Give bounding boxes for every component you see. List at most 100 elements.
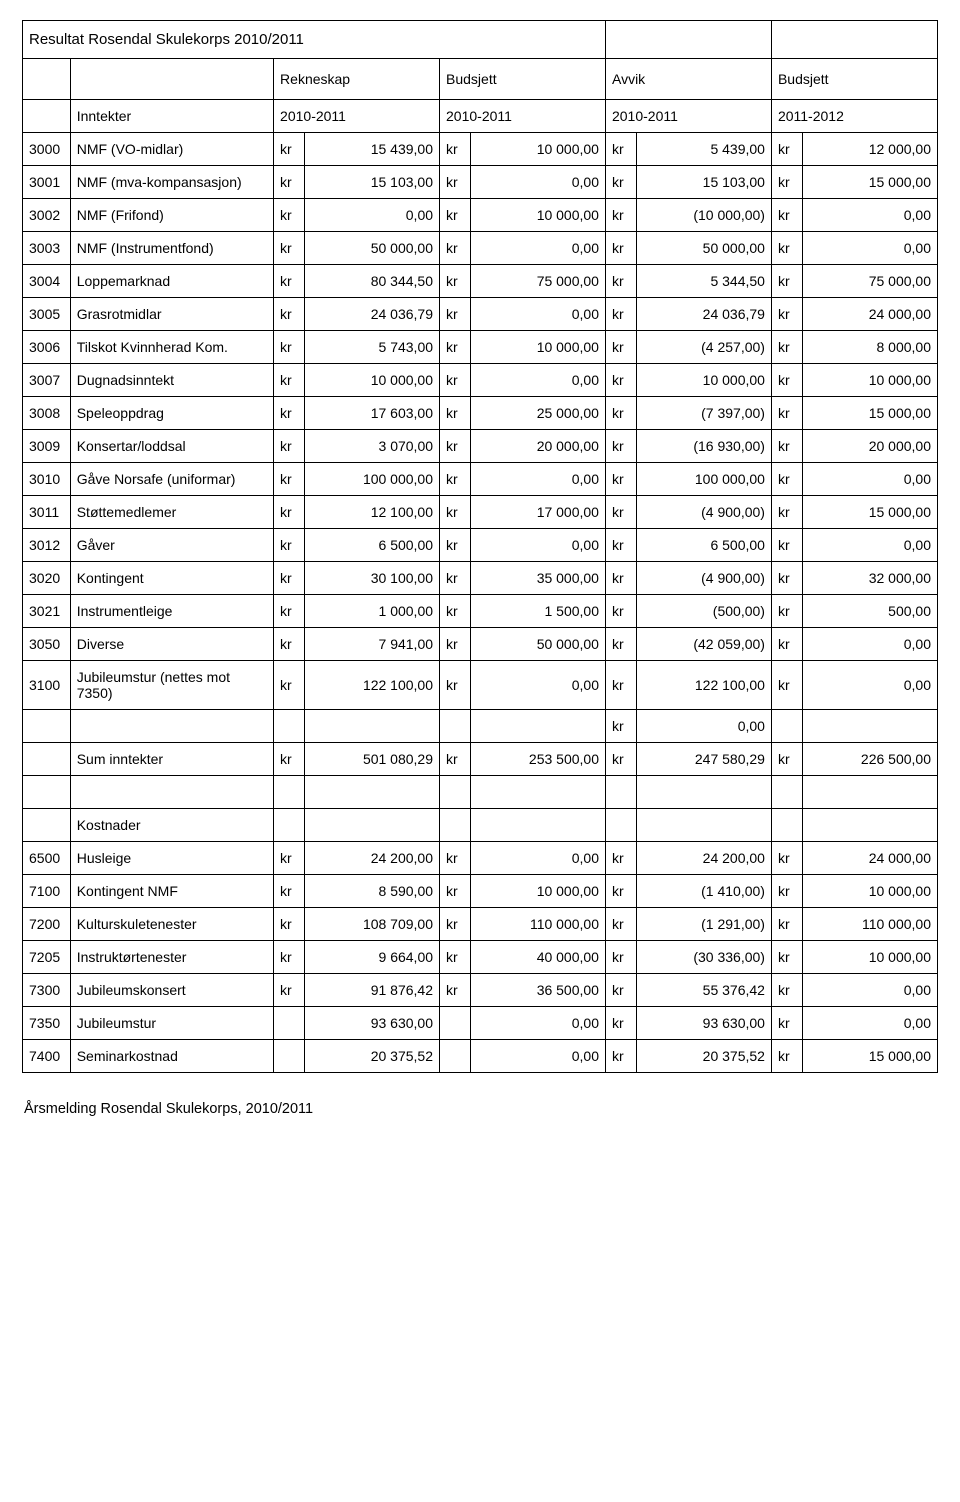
row-val: 0,00 (471, 364, 606, 397)
row-val: 20 000,00 (471, 430, 606, 463)
currency-label: kr (605, 430, 636, 463)
row-val: 0,00 (803, 1007, 938, 1040)
currency-label: kr (771, 265, 802, 298)
row-val: 12 100,00 (305, 496, 440, 529)
row-val: 20 000,00 (803, 430, 938, 463)
currency-label: kr (440, 529, 471, 562)
currency-label: kr (274, 364, 305, 397)
row-val: 10 000,00 (803, 875, 938, 908)
currency-label: kr (605, 397, 636, 430)
row-val: 0,00 (803, 199, 938, 232)
row-val: 7 941,00 (305, 628, 440, 661)
row-val: (4 900,00) (637, 562, 772, 595)
currency-label: kr (274, 529, 305, 562)
year-col-1: 2010-2011 (274, 100, 440, 133)
row-val: (4 900,00) (637, 496, 772, 529)
currency-label: kr (771, 232, 802, 265)
currency-label: kr (440, 364, 471, 397)
currency-label: kr (605, 974, 636, 1007)
sum-v3: 247 580,29 (637, 743, 772, 776)
currency-label: kr (771, 1040, 802, 1073)
currency-label: kr (440, 661, 471, 710)
currency-label: kr (771, 496, 802, 529)
row-code: 3021 (23, 595, 71, 628)
row-val: 35 000,00 (471, 562, 606, 595)
row-val: 20 375,52 (305, 1040, 440, 1073)
row-val: (4 257,00) (637, 331, 772, 364)
row-desc: NMF (VO-midlar) (70, 133, 273, 166)
row-val: 0,00 (803, 232, 938, 265)
row-desc: Speleoppdrag (70, 397, 273, 430)
sum-v1: 501 080,29 (305, 743, 440, 776)
row-val: 24 000,00 (803, 842, 938, 875)
currency-label: kr (605, 265, 636, 298)
row-code: 7200 (23, 908, 71, 941)
row-desc: Instruktørtenester (70, 941, 273, 974)
row-val: 6 500,00 (637, 529, 772, 562)
row-val: 1 500,00 (471, 595, 606, 628)
currency-label: kr (440, 166, 471, 199)
currency-label: kr (605, 496, 636, 529)
currency-label: kr (274, 298, 305, 331)
currency-label: kr (440, 199, 471, 232)
currency-label: kr (771, 463, 802, 496)
row-code: 3005 (23, 298, 71, 331)
row-code: 3002 (23, 199, 71, 232)
row-val: 8 000,00 (803, 331, 938, 364)
currency-label: kr (440, 265, 471, 298)
year-col-4: 2011-2012 (771, 100, 937, 133)
year-col-3: 2010-2011 (605, 100, 771, 133)
row-desc: Støttemedlemer (70, 496, 273, 529)
currency-label: kr (605, 908, 636, 941)
currency-label: kr (440, 133, 471, 166)
row-val: 17 603,00 (305, 397, 440, 430)
row-code: 3010 (23, 463, 71, 496)
currency-label: kr (274, 628, 305, 661)
currency-label: kr (771, 842, 802, 875)
row-val: (1 291,00) (637, 908, 772, 941)
currency-label: kr (605, 529, 636, 562)
row-val: 15 000,00 (803, 166, 938, 199)
currency-label: kr (605, 875, 636, 908)
currency-label: kr (771, 430, 802, 463)
row-val: 6 500,00 (305, 529, 440, 562)
row-val: 5 439,00 (637, 133, 772, 166)
col-header-rekneskap: Rekneskap (274, 59, 440, 100)
row-val: 0,00 (471, 298, 606, 331)
row-val: 5 344,50 (637, 265, 772, 298)
row-val: (42 059,00) (637, 628, 772, 661)
row-val: 10 000,00 (471, 331, 606, 364)
row-desc: Husleige (70, 842, 273, 875)
currency-label: kr (771, 298, 802, 331)
row-desc: Kontingent NMF (70, 875, 273, 908)
row-val: 30 100,00 (305, 562, 440, 595)
row-val: 80 344,50 (305, 265, 440, 298)
currency-label: kr (605, 710, 636, 743)
currency-label (274, 1040, 305, 1073)
row-val: 15 439,00 (305, 133, 440, 166)
currency-label: kr (274, 199, 305, 232)
row-val: 0,00 (803, 529, 938, 562)
currency-label: kr (274, 430, 305, 463)
currency-label: kr (440, 430, 471, 463)
row-val: (1 410,00) (637, 875, 772, 908)
row-val: (30 336,00) (637, 941, 772, 974)
row-code: 3011 (23, 496, 71, 529)
currency-label: kr (771, 133, 802, 166)
page-footer: Årsmelding Rosendal Skulekorps, 2010/201… (22, 1101, 938, 1117)
currency-label: kr (771, 974, 802, 1007)
blank-row-value: 0,00 (637, 710, 772, 743)
row-val: 24 200,00 (305, 842, 440, 875)
currency-label: kr (274, 941, 305, 974)
row-val: 0,00 (471, 1040, 606, 1073)
row-val: 55 376,42 (637, 974, 772, 1007)
currency-label: kr (274, 133, 305, 166)
row-desc: NMF (mva-kompansasjon) (70, 166, 273, 199)
row-desc: NMF (Frifond) (70, 199, 273, 232)
row-val: 15 103,00 (305, 166, 440, 199)
currency-label: kr (274, 397, 305, 430)
currency-label: kr (440, 842, 471, 875)
currency-label: kr (274, 232, 305, 265)
row-val: 10 000,00 (305, 364, 440, 397)
row-val: 0,00 (471, 842, 606, 875)
